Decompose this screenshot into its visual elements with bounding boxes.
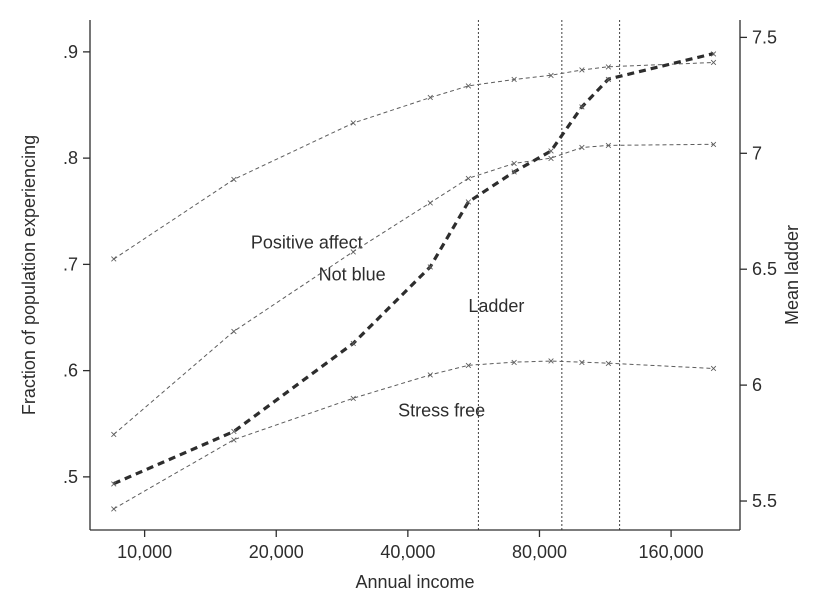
- marker-x-icon: ×: [547, 68, 554, 82]
- y-right-tick-label: 7: [752, 143, 762, 163]
- marker-x-icon: ×: [605, 139, 612, 153]
- marker-x-icon: ×: [511, 355, 518, 369]
- marker-x-icon: ×: [110, 502, 117, 516]
- y-left-tick-label: .5: [63, 467, 78, 487]
- y-left-tick-label: .8: [63, 148, 78, 168]
- marker-x-icon: ×: [110, 477, 117, 491]
- marker-x-icon: ×: [578, 355, 585, 369]
- marker-x-icon: ×: [230, 324, 237, 338]
- marker-x-icon: ×: [605, 72, 612, 86]
- y-right-tick-label: 6.5: [752, 259, 777, 279]
- x-tick-label: 80,000: [512, 542, 567, 562]
- y-right-tick-label: 6: [752, 375, 762, 395]
- marker-x-icon: ×: [465, 171, 472, 185]
- marker-x-icon: ×: [427, 260, 434, 274]
- y-left-tick-label: .7: [63, 254, 78, 274]
- marker-x-icon: ×: [710, 362, 717, 376]
- x-axis-title: Annual income: [355, 572, 474, 592]
- y-left-tick-label: .6: [63, 361, 78, 381]
- marker-x-icon: ×: [710, 47, 717, 61]
- x-tick-label: 10,000: [117, 542, 172, 562]
- y-left-axis-title: Fraction of population experiencing: [19, 135, 39, 415]
- marker-x-icon: ×: [465, 79, 472, 93]
- marker-x-icon: ×: [350, 116, 357, 130]
- marker-x-icon: ×: [710, 137, 717, 151]
- marker-x-icon: ×: [110, 428, 117, 442]
- x-tick-label: 40,000: [380, 542, 435, 562]
- marker-x-icon: ×: [350, 337, 357, 351]
- marker-x-icon: ×: [230, 173, 237, 187]
- marker-x-icon: ×: [547, 144, 554, 158]
- marker-x-icon: ×: [427, 368, 434, 382]
- marker-x-icon: ×: [547, 354, 554, 368]
- marker-x-icon: ×: [427, 196, 434, 210]
- marker-x-icon: ×: [427, 91, 434, 105]
- marker-x-icon: ×: [578, 100, 585, 114]
- marker-x-icon: ×: [465, 195, 472, 209]
- marker-x-icon: ×: [230, 433, 237, 447]
- y-right-tick-label: 5.5: [752, 491, 777, 511]
- x-tick-label: 20,000: [249, 542, 304, 562]
- marker-x-icon: ×: [511, 73, 518, 87]
- series-label-not_blue: Not blue: [319, 264, 386, 284]
- marker-x-icon: ×: [605, 356, 612, 370]
- marker-x-icon: ×: [578, 63, 585, 77]
- y-left-tick-label: .9: [63, 42, 78, 62]
- y-right-axis-title: Mean ladder: [782, 225, 802, 325]
- marker-x-icon: ×: [465, 358, 472, 372]
- marker-x-icon: ×: [350, 391, 357, 405]
- x-tick-label: 160,000: [639, 542, 704, 562]
- series-label-positive_affect: Positive affect: [251, 232, 363, 252]
- marker-x-icon: ×: [511, 165, 518, 179]
- y-right-tick-label: 7.5: [752, 27, 777, 47]
- income-wellbeing-chart: × × × × × × × × × × Positive affect × × × × × × × × × × Not b…: [0, 0, 815, 608]
- marker-x-icon: ×: [350, 245, 357, 259]
- marker-x-icon: ×: [578, 141, 585, 155]
- series-label-stress_free: Stress free: [398, 400, 485, 420]
- marker-x-icon: ×: [110, 252, 117, 266]
- series-label-ladder: Ladder: [468, 296, 524, 316]
